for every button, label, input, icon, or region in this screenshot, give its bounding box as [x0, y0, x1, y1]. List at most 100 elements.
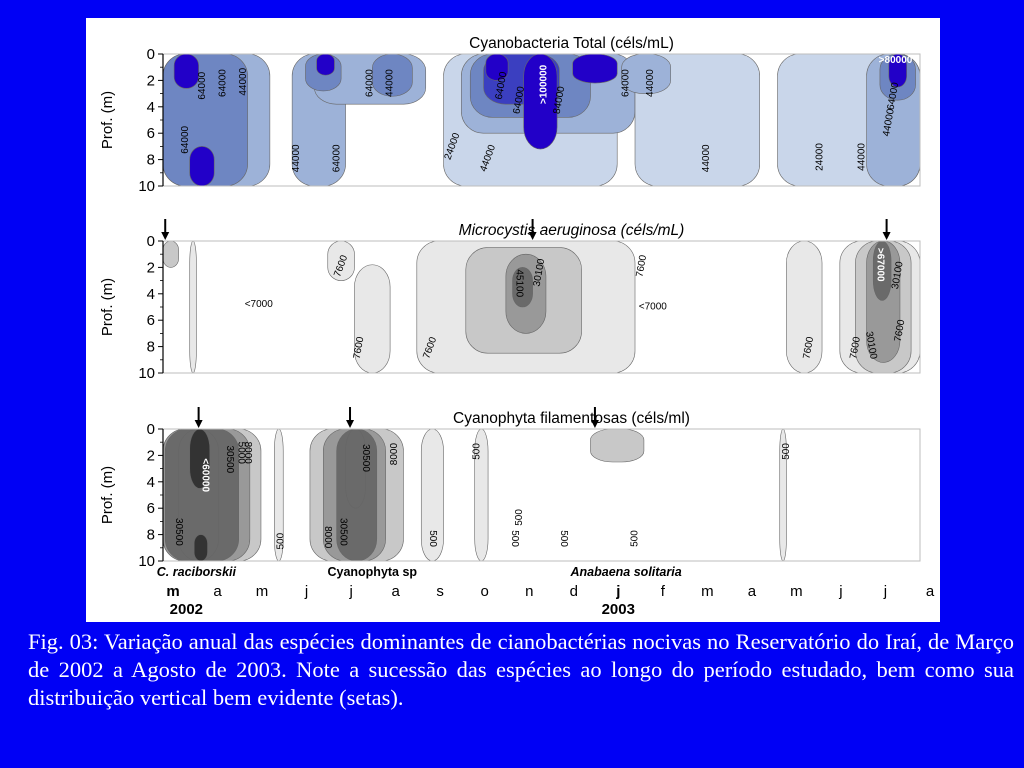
month-tick-label: m [256, 583, 269, 600]
contour-label: 7600 [352, 336, 367, 360]
contour-region [173, 53, 199, 89]
contour-label: 500 [514, 509, 525, 526]
contour-label: 44000 [857, 143, 868, 171]
contour-label: <60000 [200, 458, 211, 492]
contour-label: 7600 [848, 336, 863, 360]
contour-label: 500 [509, 530, 520, 547]
species-label: Cyanophyta sp [327, 565, 417, 579]
figure-caption: Fig. 03: Variação anual das espécies dom… [28, 629, 1014, 710]
contour-label: 64000 [512, 85, 528, 115]
panel-title: Cyanophyta filamentosas (céls/ml) [453, 410, 690, 427]
y-tick-label: 8 [147, 152, 155, 169]
contour-label: 30500 [224, 445, 235, 473]
y-tick-label: 4 [147, 474, 155, 491]
contour-label: 500 [276, 532, 287, 549]
y-tick-label: 10 [138, 178, 155, 195]
contour-label: 500 [472, 443, 483, 460]
depth-arrow-head [528, 232, 537, 240]
contour-label: 7600 [634, 254, 649, 278]
contour-label: >67000 [874, 248, 885, 282]
depth-arrow-head [590, 420, 599, 428]
contour-label: 8000 [389, 443, 400, 466]
y-axis-label: Prof. (m) [99, 91, 116, 149]
contour-label: 8000 [322, 526, 333, 549]
contour-label: 64000 [886, 81, 902, 111]
contour-label: 44000 [385, 69, 396, 97]
year-label: 2002 [170, 601, 203, 618]
contour-label: 64000 [331, 144, 342, 172]
y-tick-label: 0 [147, 421, 155, 438]
depth-arrow-head [194, 420, 203, 428]
species-label: C. raciborskii [157, 565, 237, 579]
y-tick-label: 2 [147, 259, 155, 276]
contour-label: <7000 [245, 299, 274, 310]
y-tick-label: 2 [147, 72, 155, 89]
contour-label: 500 [427, 530, 438, 547]
contour-label: 30500 [173, 518, 184, 546]
contour-label: 44000 [291, 144, 302, 172]
depth-arrow-head [882, 232, 891, 240]
contour-label: 500 [630, 530, 641, 547]
y-tick-label: 4 [147, 99, 155, 116]
contour-label: 44000 [238, 67, 249, 95]
species-label: Anabaena solitaria [570, 565, 682, 579]
y-tick-label: 2 [147, 447, 155, 464]
contour-label: 64000 [197, 71, 208, 99]
contour-label: 30100 [890, 260, 906, 290]
y-tick-label: 4 [147, 286, 155, 303]
month-tick-label: a [926, 583, 935, 600]
y-tick-label: 6 [147, 500, 155, 517]
contour-label: 5000 [235, 442, 246, 465]
contour-region [189, 146, 215, 187]
y-tick-label: 10 [138, 553, 155, 570]
contour-label: 64000 [180, 125, 191, 153]
contour-label: 500 [558, 530, 569, 547]
y-tick-label: 0 [147, 46, 155, 63]
contour-region [193, 534, 208, 562]
contour-label: 44000 [645, 69, 656, 97]
month-tick-label: m [790, 583, 803, 600]
month-tick-label: d [570, 583, 578, 600]
contour-region [512, 267, 533, 308]
year-label: 2003 [602, 601, 635, 618]
y-axis-label: Prof. (m) [99, 466, 116, 524]
depth-arrow-head [346, 420, 355, 428]
month-tick-label: j [304, 583, 308, 600]
contour-label: 44000 [881, 108, 897, 138]
contour-label: 44000 [701, 144, 712, 172]
y-axis-label: Prof. (m) [99, 278, 116, 336]
month-tick-label: j [883, 583, 887, 600]
contour-region [590, 428, 645, 463]
panel-title: Microcystis aeruginosa (céls/mL) [459, 222, 685, 239]
y-tick-label: 0 [147, 233, 155, 250]
y-tick-label: 6 [147, 312, 155, 329]
month-tick-label: o [481, 583, 489, 600]
contour-label: 30500 [338, 518, 349, 546]
contour-label: 30100 [532, 258, 548, 288]
figure-panel: 0 2 4 6 8 10 Prof. (m) 64000 64000 64000 44000 4400… [86, 18, 940, 622]
month-tick-label: j [615, 583, 620, 600]
y-tick-label: 8 [147, 527, 155, 544]
panel-title: Cyanobacteria Total (céls/mL) [469, 35, 674, 52]
contour-label: >80000 [879, 55, 913, 66]
month-tick-label: a [213, 583, 222, 600]
y-tick-label: 8 [147, 339, 155, 356]
contour-label: 64000 [621, 69, 632, 97]
plot-area-3 [163, 429, 920, 561]
contour-label: <7000 [639, 302, 668, 313]
contour-label: 500 [781, 443, 792, 460]
month-tick-label: n [525, 583, 533, 600]
month-tick-label: a [391, 583, 400, 600]
contour-label: 84000 [552, 85, 568, 115]
contour-label: 30500 [360, 444, 371, 472]
contour-label: 24000 [814, 143, 825, 171]
contour-region [316, 53, 335, 76]
contour-label: 8000 [242, 442, 253, 465]
month-tick-label: m [701, 583, 714, 600]
contour-label: 30100 [863, 331, 879, 361]
contour-region [189, 240, 197, 374]
contour-region [572, 53, 618, 84]
contour-label: 64000 [365, 69, 376, 97]
contour-label: >100000 [538, 64, 549, 104]
